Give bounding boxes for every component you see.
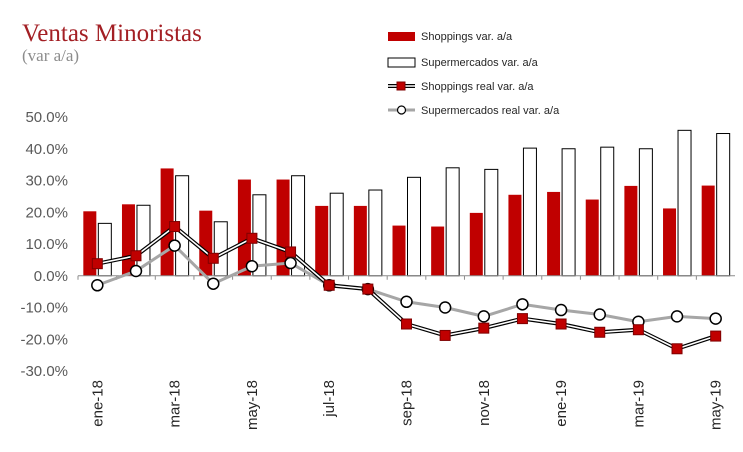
bar-shoppings bbox=[237, 179, 251, 276]
bar-supermercados bbox=[677, 129, 692, 277]
bar-supermercados bbox=[638, 148, 653, 277]
point-shoppings-real bbox=[710, 330, 722, 342]
x-tick-label: ene-18 bbox=[89, 380, 106, 427]
y-tick-label: 30.0% bbox=[25, 173, 68, 190]
point-supermercados-real bbox=[400, 295, 413, 309]
bar-shoppings bbox=[624, 185, 638, 276]
point-shoppings-real bbox=[246, 232, 258, 244]
legend-label: Shoppings var. a/a bbox=[421, 31, 513, 43]
legend-label: Shoppings real var. a/a bbox=[421, 81, 534, 93]
point-supermercados-real bbox=[709, 312, 722, 325]
bar-supermercados bbox=[716, 133, 731, 277]
point-shoppings-real bbox=[362, 283, 374, 295]
bar-supermercados bbox=[368, 189, 383, 277]
x-tick-label: may-19 bbox=[708, 380, 725, 430]
y-tick-label: 10.0% bbox=[25, 236, 68, 253]
point-supermercados-real bbox=[670, 310, 684, 323]
point-supermercados-real bbox=[593, 308, 606, 321]
x-tick-label: nov-18 bbox=[476, 380, 493, 426]
bar-supermercados bbox=[213, 221, 228, 277]
legend-marker-supermercados-real bbox=[396, 105, 407, 115]
point-shoppings-real bbox=[594, 326, 606, 338]
point-shoppings-real bbox=[169, 221, 181, 233]
legend-label: Supermercados real var. a/a bbox=[421, 105, 560, 117]
y-tick-label: 20.0% bbox=[25, 204, 68, 221]
bar-shoppings bbox=[469, 212, 483, 276]
point-supermercados-real bbox=[284, 256, 297, 270]
point-shoppings-real bbox=[130, 250, 142, 262]
point-shoppings-real bbox=[91, 258, 103, 270]
y-tick-label: 0.0% bbox=[34, 268, 68, 285]
point-shoppings-real bbox=[401, 318, 412, 330]
line-supermercados-real bbox=[96, 243, 716, 324]
point-supermercados-real bbox=[207, 277, 220, 290]
y-tick-label: -10.0% bbox=[20, 300, 68, 317]
chart-subtitle: (var a/a) bbox=[22, 46, 80, 65]
point-shoppings-real bbox=[478, 322, 490, 334]
bar-shoppings bbox=[121, 204, 135, 276]
bar-supermercados bbox=[484, 168, 499, 277]
point-supermercados-real bbox=[129, 264, 143, 278]
bar-shoppings bbox=[199, 210, 213, 276]
legend-swatch-supermercados bbox=[387, 57, 416, 68]
legend-label: Supermercados var. a/a bbox=[421, 57, 539, 69]
bar-supermercados bbox=[600, 146, 615, 277]
bar-shoppings bbox=[547, 191, 561, 276]
point-supermercados-real bbox=[438, 301, 452, 314]
point-supermercados-real bbox=[477, 310, 491, 323]
bar-shoppings bbox=[392, 225, 406, 276]
chart-title: Ventas Minoristas bbox=[22, 20, 202, 47]
bar-shoppings bbox=[585, 199, 599, 276]
bar-shoppings bbox=[431, 226, 445, 276]
point-supermercados-real bbox=[168, 239, 181, 252]
point-supermercados-real bbox=[91, 279, 104, 292]
bar-shoppings bbox=[663, 208, 677, 276]
bar-supermercados bbox=[522, 147, 537, 277]
point-shoppings-real bbox=[207, 252, 219, 264]
y-tick-label: 50.0% bbox=[25, 109, 68, 126]
bar-supermercados bbox=[561, 148, 576, 277]
point-shoppings-real bbox=[285, 246, 297, 258]
point-shoppings-real bbox=[632, 324, 644, 336]
legend-swatch-shoppings bbox=[388, 32, 415, 41]
y-tick-label: -30.0% bbox=[20, 363, 68, 380]
bar-shoppings bbox=[315, 205, 329, 276]
bar-shoppings bbox=[353, 205, 367, 276]
legend-marker-shoppings-real bbox=[396, 81, 406, 91]
point-shoppings-real bbox=[439, 329, 451, 341]
point-shoppings-real bbox=[555, 318, 567, 330]
bar-shoppings bbox=[701, 185, 715, 276]
bar-supermercados bbox=[407, 176, 421, 277]
x-tick-label: mar-18 bbox=[167, 380, 184, 428]
point-supermercados-real bbox=[516, 298, 529, 311]
bar-supermercados bbox=[329, 192, 344, 277]
x-tick-label: mar-19 bbox=[630, 380, 647, 428]
point-shoppings-real bbox=[671, 343, 683, 355]
bar-supermercados bbox=[445, 167, 460, 277]
x-tick-label: may-18 bbox=[244, 380, 261, 430]
x-tick-label: sep-18 bbox=[399, 380, 416, 426]
point-shoppings-real bbox=[516, 313, 528, 325]
y-tick-label: 40.0% bbox=[25, 141, 68, 158]
point-shoppings-real bbox=[323, 279, 335, 291]
x-tick-label: ene-19 bbox=[553, 380, 570, 427]
y-tick-label: -20.0% bbox=[20, 331, 68, 348]
bar-shoppings bbox=[508, 194, 522, 276]
x-tick-label: jul-18 bbox=[321, 380, 338, 418]
point-supermercados-real bbox=[554, 303, 568, 317]
point-supermercados-real bbox=[245, 259, 259, 273]
line-shoppings-real-inner bbox=[97, 225, 716, 350]
